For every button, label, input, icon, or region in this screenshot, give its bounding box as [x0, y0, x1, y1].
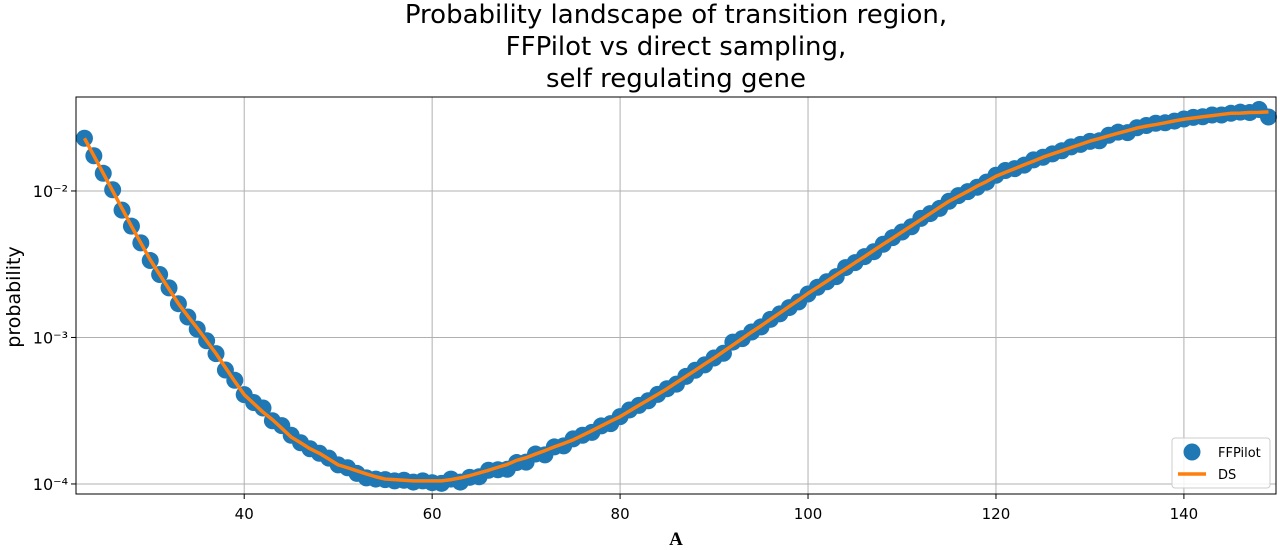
legend-label: FFPilot — [1218, 446, 1261, 461]
y-axis-label: probability — [3, 246, 25, 347]
x-tick-label: 140 — [1170, 505, 1199, 523]
y-tick-label: 10⁻⁴ — [33, 475, 68, 494]
y-tick-label: 10⁻² — [33, 182, 68, 201]
legend-marker — [1183, 443, 1201, 461]
y-tick-label: 10⁻³ — [33, 328, 68, 347]
data-point — [75, 129, 93, 147]
data-point — [254, 399, 272, 417]
chart-title: Probability landscape of transition regi… — [405, 0, 947, 30]
chart-title: FFPilot vs direct sampling, — [506, 32, 847, 62]
x-tick-label: 40 — [235, 505, 254, 523]
x-tick-label: 60 — [423, 505, 442, 523]
chart-title: self regulating gene — [546, 64, 806, 94]
x-tick-label: 120 — [982, 505, 1011, 523]
legend: FFPilot DS — [1171, 437, 1271, 489]
data-line — [82, 110, 1269, 483]
x-axis-label: A — [669, 529, 683, 550]
legend-label: DS — [1218, 468, 1236, 483]
plot-frame — [75, 96, 1277, 495]
x-tick-label: 80 — [611, 505, 630, 523]
x-tick-label: 100 — [794, 505, 823, 523]
